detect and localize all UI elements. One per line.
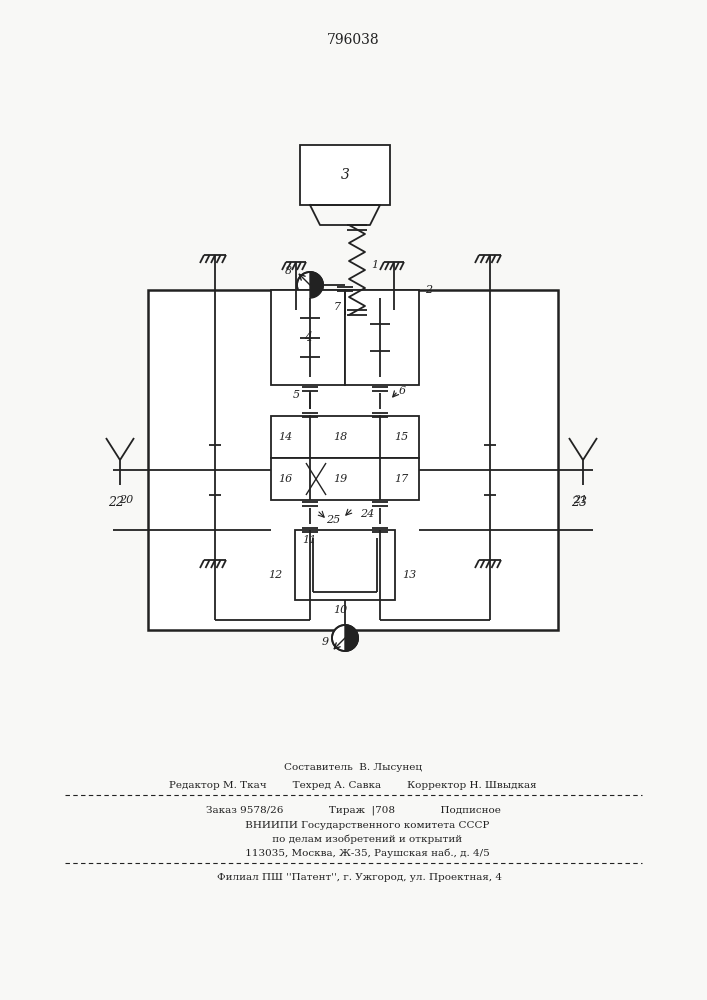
Polygon shape [310, 272, 323, 298]
Text: Составитель  В. Лысунец: Составитель В. Лысунец [284, 762, 422, 772]
Text: 12: 12 [268, 570, 282, 580]
Text: 19: 19 [333, 474, 347, 484]
Text: 21: 21 [573, 495, 587, 505]
Text: 8: 8 [284, 266, 291, 276]
Text: 11: 11 [302, 535, 316, 545]
Text: 14: 14 [278, 432, 292, 442]
Bar [271, 416, 419, 458]
Text: Заказ 9578/26              Тираж  |708              Подписное: Заказ 9578/26 Тираж |708 Подписное [206, 805, 501, 815]
Text: по делам изобретений и открытий: по делам изобретений и открытий [243, 834, 462, 844]
Text: 25: 25 [326, 515, 340, 525]
Text: 9: 9 [322, 637, 329, 647]
Text: 22: 22 [108, 495, 124, 508]
Text: 7: 7 [334, 302, 341, 312]
Text: 24: 24 [360, 509, 374, 519]
Text: 113035, Москва, Ж-35, Раушская наб., д. 4/5: 113035, Москва, Ж-35, Раушская наб., д. … [216, 848, 490, 858]
Text: 17: 17 [394, 474, 408, 484]
Text: 10: 10 [333, 605, 347, 615]
Bar [345, 290, 419, 385]
Circle shape [297, 272, 323, 298]
Polygon shape [345, 625, 358, 651]
Bar [271, 458, 419, 500]
Text: ВНИИПИ Государственного комитета СССР: ВНИИПИ Государственного комитета СССР [216, 820, 490, 830]
Text: 6: 6 [399, 386, 406, 396]
Bar [300, 145, 390, 205]
Text: 1: 1 [371, 260, 378, 270]
Text: 15: 15 [394, 432, 408, 442]
Bar [295, 530, 395, 600]
Text: 16: 16 [278, 474, 292, 484]
Text: 2: 2 [426, 285, 433, 295]
Text: 3: 3 [341, 168, 349, 182]
Text: 5: 5 [293, 390, 300, 400]
Text: Филиал ПШ ''Патент'', г. Ужгород, ул. Проектная, 4: Филиал ПШ ''Патент'', г. Ужгород, ул. Пр… [204, 874, 502, 882]
Text: Редактор М. Ткач        Техред А. Савка        Корректор Н. Швыдкая: Редактор М. Ткач Техред А. Савка Коррект… [169, 780, 537, 790]
Text: 13: 13 [402, 570, 416, 580]
Bar [271, 290, 345, 385]
Text: 23: 23 [571, 495, 587, 508]
Text: 18: 18 [333, 432, 347, 442]
Text: 20: 20 [119, 495, 133, 505]
Text: 796038: 796038 [327, 33, 380, 47]
Bar [148, 290, 558, 630]
Circle shape [332, 625, 358, 651]
Text: 4: 4 [304, 331, 312, 344]
